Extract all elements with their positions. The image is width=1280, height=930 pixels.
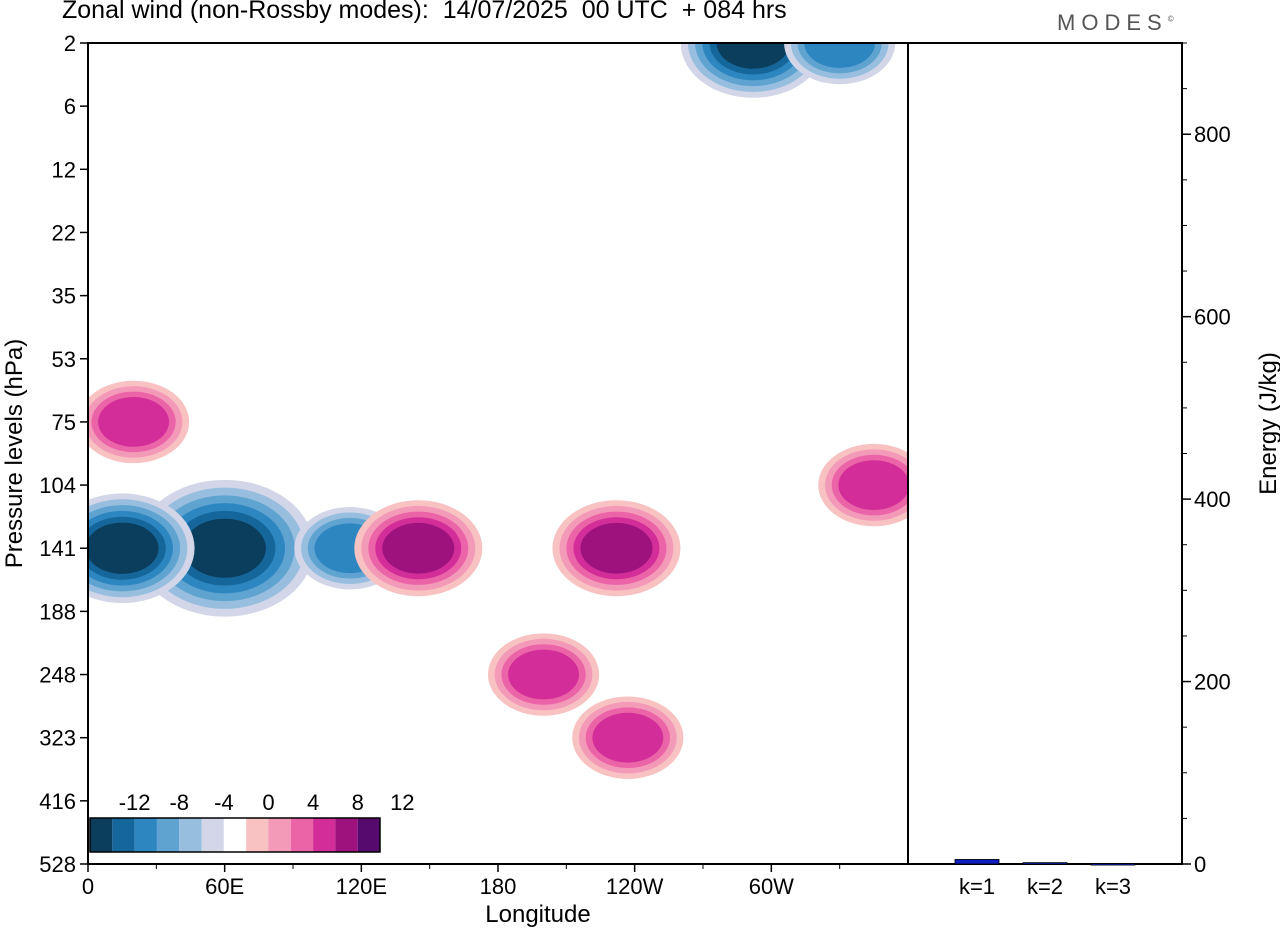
y-axis-label: Pressure levels (hPa) xyxy=(1,339,28,568)
energy-tick-label: 800 xyxy=(1194,122,1231,147)
energy-bar xyxy=(1090,863,1136,866)
colorbar-swatch xyxy=(223,818,247,852)
energy-tick-label: 0 xyxy=(1194,852,1206,877)
colorbar-label: -12 xyxy=(119,790,151,815)
contour-band xyxy=(508,649,579,700)
x-axis-label: Longitude xyxy=(485,901,590,928)
wind-anomaly-positive-6 xyxy=(552,500,681,597)
energy-bar xyxy=(1022,862,1068,865)
contour-band xyxy=(98,397,169,447)
chart-title: Zonal wind (non-Rossby modes): 14/07/202… xyxy=(62,0,787,24)
barchart-frame xyxy=(907,42,1183,865)
y-tick-label: 104 xyxy=(39,473,76,498)
heatmap-field xyxy=(88,43,908,864)
colorbar-swatch xyxy=(268,818,291,852)
x-axis: 0 60E 120E 180 120W 60W Longitude xyxy=(82,864,841,928)
contour-band xyxy=(716,43,790,69)
wind-anomaly-positive-7 xyxy=(487,633,600,716)
contour-band xyxy=(580,522,653,574)
brand-text: MODES xyxy=(1057,10,1168,35)
y-tick-label: 22 xyxy=(52,220,76,245)
colorbar-label: 12 xyxy=(390,790,414,815)
energy-tick-label: 400 xyxy=(1194,487,1231,512)
colorbar-label: 4 xyxy=(307,790,319,815)
x-tick-label: 120W xyxy=(606,874,664,899)
y-tick-label: 416 xyxy=(39,789,76,814)
colorbar-label: 0 xyxy=(262,790,274,815)
heatmap-background xyxy=(88,43,908,864)
y-tick-label: 75 xyxy=(52,410,76,435)
y-tick-label: 6 xyxy=(64,94,76,119)
colorbar-swatch xyxy=(357,818,380,852)
colorbar-frame xyxy=(89,817,381,853)
wind-anomaly-negative-0 xyxy=(135,479,314,617)
x-tick-label: 0 xyxy=(82,874,94,899)
colorbar-label: -8 xyxy=(169,790,189,815)
energy-axis-label: Energy (J/kg) xyxy=(1255,352,1280,495)
y-tick-label: 188 xyxy=(39,599,76,624)
contour-band xyxy=(804,43,876,68)
bar-category-label: k=2 xyxy=(1027,874,1063,899)
colorbar-swatch xyxy=(156,818,180,852)
colorbar-swatch xyxy=(134,818,157,852)
contour-band xyxy=(382,522,455,574)
brand-logo: MODES© xyxy=(1057,10,1174,36)
x-tick-label: 60W xyxy=(749,874,794,899)
colorbar-swatch xyxy=(201,818,224,852)
y-tick-label: 323 xyxy=(39,726,76,751)
energy-bar-chart: k=1 k=2 k=3 xyxy=(954,859,1136,899)
y-axis: 2 6 12 22 35 53 75 104 141 188 248 323 416 528 Pressur… xyxy=(1,31,88,877)
x-tick-label: 180 xyxy=(480,874,517,899)
x-tick-label: 60E xyxy=(205,874,244,899)
energy-axis: 0 200 400 600 800 Energy (J/kg) xyxy=(1182,42,1280,877)
colorbar-swatch xyxy=(335,818,358,852)
wind-anomaly-positive-9 xyxy=(88,380,190,464)
y-tick-label: 141 xyxy=(39,536,76,561)
wind-anomaly-positive-8 xyxy=(572,696,684,779)
colorbar-label: 8 xyxy=(352,790,364,815)
bar-category-label: k=1 xyxy=(959,874,995,899)
contour-band xyxy=(592,712,664,763)
colorbar-swatch xyxy=(313,818,336,852)
y-tick-label: 35 xyxy=(52,284,76,309)
y-tick-label: 53 xyxy=(52,347,76,372)
y-tick-label: 528 xyxy=(39,852,76,877)
energy-tick-label: 200 xyxy=(1194,670,1231,695)
colorbar-label: -4 xyxy=(214,790,234,815)
colorbar-swatch xyxy=(179,818,202,852)
colorbar-swatch xyxy=(246,818,269,852)
energy-bar xyxy=(954,859,1000,865)
contour-band xyxy=(838,460,908,510)
contour-band xyxy=(183,518,266,578)
colorbar-swatch xyxy=(112,818,135,852)
energy-tick-label: 600 xyxy=(1194,305,1231,330)
y-tick-label: 248 xyxy=(39,663,76,688)
colorbar-swatch xyxy=(290,818,314,852)
y-tick-label: 2 xyxy=(64,31,76,56)
contour-band xyxy=(88,522,159,574)
bar-category-label: k=3 xyxy=(1095,874,1131,899)
colorbar-swatch xyxy=(90,818,113,852)
brand-mark: © xyxy=(1167,14,1174,24)
wind-anomaly-positive-10 xyxy=(818,443,908,527)
x-tick-label: 120E xyxy=(336,874,387,899)
wind-anomaly-positive-5 xyxy=(354,500,483,597)
wind-anomaly-negative-4 xyxy=(784,43,896,85)
y-tick-label: 12 xyxy=(52,157,76,182)
colorbar: -12 -8 -4 0 4 8 12 xyxy=(89,790,415,853)
wind-anomaly-negative-1 xyxy=(88,493,195,604)
